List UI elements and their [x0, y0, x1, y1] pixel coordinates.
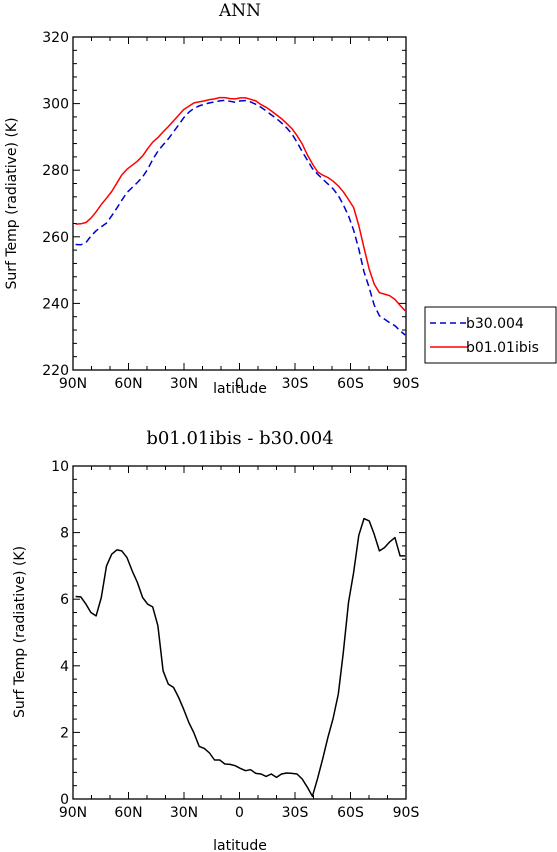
legend-label-b01-01ibis: b01.01ibis	[466, 340, 539, 356]
top-x-tick-label: 90S	[393, 376, 420, 392]
bottom-y-tick-label: 6	[60, 592, 69, 608]
top-x-tick-label: 90N	[59, 376, 87, 392]
top-series-line-0	[75, 99, 406, 336]
top-x-axis-label: latitude	[213, 381, 267, 397]
bottom-plot-frame	[72, 465, 407, 800]
bottom-chart: b01.01ibis - b30.004 90N 60N 30N 0 30S 60S 90S…	[12, 428, 419, 852]
bottom-y-tick-label: 8	[60, 526, 69, 542]
bottom-x-tick-label: 30N	[170, 805, 198, 821]
bottom-x-tick-label: 90S	[393, 805, 420, 821]
top-x-tick-label: 0	[235, 376, 244, 392]
top-y-axis-label: Surf Temp (radiative) (K)	[4, 117, 20, 289]
top-x-tick-label: 60N	[114, 376, 142, 392]
bottom-series	[75, 517, 406, 798]
bottom-ticks: 90N 60N 30N 0 30S 60S 90S 0 2 4 6 8 10	[51, 459, 419, 821]
bottom-series-line-0	[75, 517, 406, 798]
top-series-line-1	[75, 96, 406, 312]
bottom-x-tick-label: 60S	[337, 805, 364, 821]
top-x-tick-label: 30S	[282, 376, 309, 392]
top-chart-legend: b30.004 b01.01ibis	[424, 306, 557, 364]
top-y-tick-label: 300	[42, 97, 69, 113]
bottom-chart-title: b01.01ibis - b30.004	[146, 428, 333, 449]
top-y-tick-label: 220	[42, 363, 69, 379]
top-chart: ANN 90N 60N 30N 0 30S 60S 90S 220 240 260 280 300 32…	[4, 1, 419, 397]
top-ticks: 90N 60N 30N 0 30S 60S 90S 220 240 260 280 300 320	[42, 30, 419, 392]
top-y-tick-label: 260	[42, 230, 69, 246]
bottom-y-tick-label: 10	[51, 459, 69, 475]
top-y-tick-label: 280	[42, 163, 69, 179]
legend-label-b30-004: b30.004	[466, 316, 524, 332]
bottom-x-tick-label: 60N	[114, 805, 142, 821]
bottom-x-tick-label: 90N	[59, 805, 87, 821]
bottom-y-tick-label: 0	[60, 792, 69, 808]
bottom-y-axis-label: Surf Temp (radiative) (K)	[12, 546, 28, 718]
bottom-y-tick-label: 4	[60, 659, 69, 675]
top-plot-frame	[72, 36, 407, 371]
bottom-x-tick-label: 0	[235, 805, 244, 821]
top-y-tick-label: 320	[42, 30, 69, 46]
legend-box	[424, 306, 557, 364]
top-x-tick-label: 60S	[337, 376, 364, 392]
bottom-y-tick-label: 2	[60, 725, 69, 741]
top-x-tick-label: 30N	[170, 376, 198, 392]
bottom-x-axis-label: latitude	[213, 838, 267, 852]
top-series	[75, 96, 406, 336]
top-chart-title: ANN	[218, 1, 261, 21]
bottom-x-tick-label: 30S	[282, 805, 309, 821]
top-y-tick-label: 240	[42, 296, 69, 312]
